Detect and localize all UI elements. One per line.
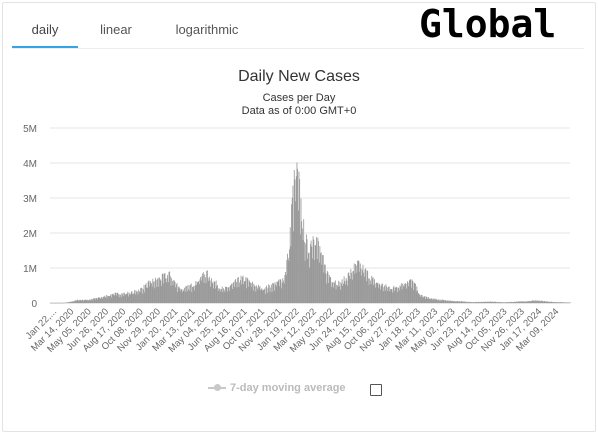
- daily-cases-bar: [570, 302, 571, 303]
- chart-title: Daily New Cases: [238, 68, 360, 85]
- y-axis: 0 1M 2M 3M 4M 5M: [23, 124, 37, 310]
- y-tick-label: 3M: [23, 194, 37, 205]
- moving-average-checkbox[interactable]: [370, 384, 382, 396]
- legend-marker-icon: [208, 387, 226, 389]
- y-tick-label: 2M: [23, 229, 37, 240]
- chart-subtitle-date: Data as of 0:00 GMT+0: [242, 105, 357, 117]
- legend-7-day-moving-average[interactable]: 7-day moving average: [208, 379, 346, 397]
- chart-subtitle: Cases per Day: [263, 92, 336, 104]
- y-tick-label: 5M: [23, 124, 37, 135]
- legend-label: 7-day moving average: [230, 382, 346, 394]
- y-tick-label: 1M: [23, 264, 37, 275]
- y-tick-label: 0: [31, 299, 37, 310]
- y-tick-label: 4M: [23, 159, 37, 170]
